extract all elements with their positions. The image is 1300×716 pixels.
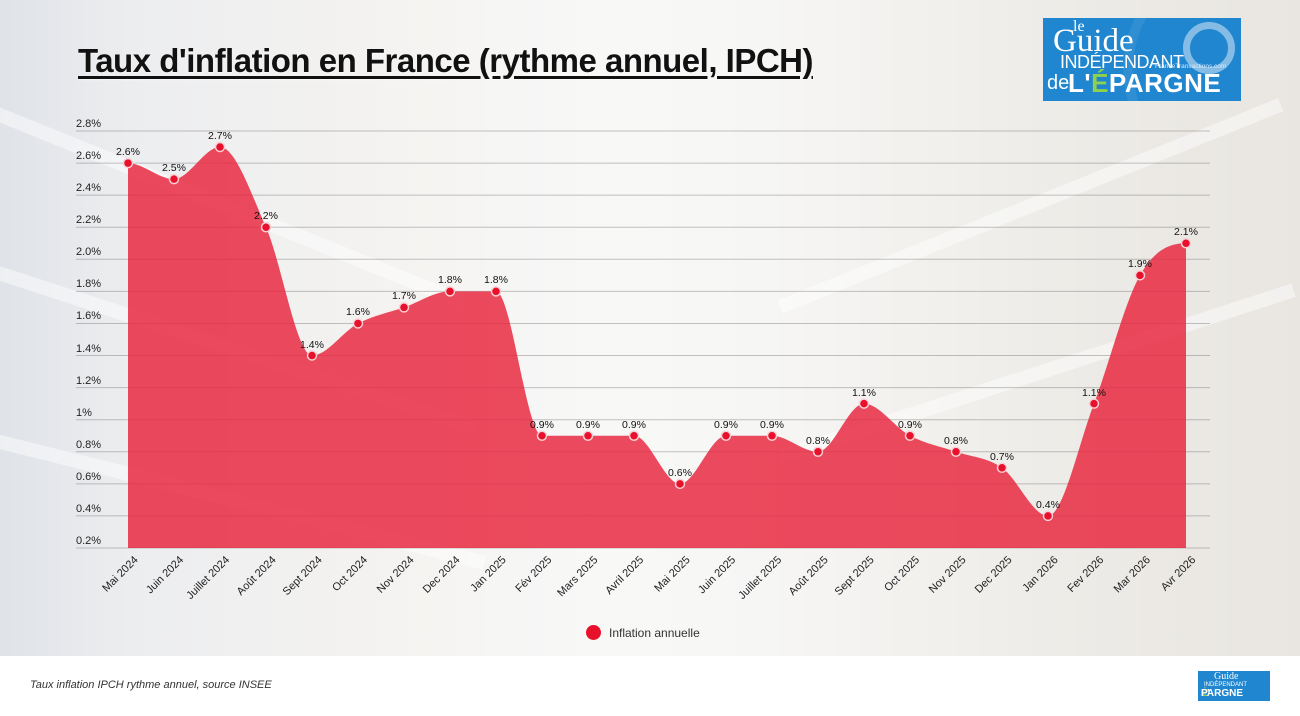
data-label: 2.2%	[254, 210, 278, 223]
chart-plot	[76, 130, 1210, 549]
y-axis-tick-label: 0.8%	[76, 438, 102, 451]
data-point[interactable]	[1134, 270, 1146, 281]
data-label: 0.8%	[944, 434, 968, 447]
data-point[interactable]	[1180, 238, 1192, 249]
data-label: 0.9%	[714, 418, 738, 431]
legend-label: Inflation annuelle	[609, 625, 700, 640]
data-point[interactable]	[858, 398, 870, 409]
data-point[interactable]	[766, 430, 778, 441]
data-label: 1.8%	[484, 274, 508, 287]
data-label: 0.9%	[760, 418, 784, 431]
data-label: 0.9%	[576, 418, 600, 431]
mini-logo-epargne-accent: É	[1201, 688, 1208, 699]
footer-brand-logo[interactable]: Guide INDÉPENDANT L' É PARGNE	[1198, 671, 1270, 701]
y-axis-tick-label: 1.2%	[76, 374, 102, 387]
y-axis-tick-label: 2.2%	[76, 214, 102, 227]
data-point[interactable]	[398, 302, 410, 313]
data-point[interactable]	[352, 318, 364, 329]
data-point[interactable]	[306, 350, 318, 361]
data-point[interactable]	[720, 430, 732, 441]
mini-logo-epargne-prefix: L'	[1201, 688, 1210, 699]
data-point[interactable]	[444, 286, 456, 297]
data-label: 0.7%	[990, 450, 1014, 463]
legend-dot-icon	[586, 625, 601, 640]
y-axis-tick-label: 1.8%	[76, 278, 102, 291]
inflation-area	[128, 147, 1186, 549]
data-label: 1.7%	[392, 290, 416, 303]
data-label: 1.1%	[1082, 386, 1106, 399]
brand-logo[interactable]: le Guide INDÉPENDANT FranceTransactions.…	[1043, 18, 1241, 101]
data-label: 2.7%	[208, 130, 232, 143]
y-axis-tick-label: 1.4%	[76, 342, 102, 355]
logo-de: de	[1047, 72, 1070, 94]
mini-logo-independant: INDÉPENDANT	[1204, 682, 1248, 688]
logo-site: FranceTransactions.com	[1155, 63, 1227, 70]
data-point[interactable]	[214, 141, 226, 153]
logo-epargne-rest: PARGNE	[1108, 68, 1222, 98]
chart-legend[interactable]: Inflation annuelle	[586, 625, 700, 640]
data-point[interactable]	[536, 430, 548, 441]
data-point[interactable]	[168, 173, 180, 185]
data-label: 0.4%	[1036, 498, 1060, 511]
data-point[interactable]	[950, 446, 962, 458]
mini-logo-epargne-rest: PARGNE	[1201, 688, 1244, 699]
data-point[interactable]	[996, 462, 1008, 474]
data-label: 0.8%	[806, 434, 830, 447]
data-label: 1.4%	[300, 338, 324, 351]
y-axis-tick-label: 1.6%	[76, 310, 102, 323]
y-axis-tick-label: 0.4%	[76, 502, 102, 515]
logo-epargne-prefix: L'	[1068, 68, 1092, 98]
inflation-area-chart: 0.2% 0.4% 0.6% 0.8% 1% 1.2% 1.4% 1.6% 1.8% 2.0% 2.…	[76, 118, 1210, 602]
data-point[interactable]	[1088, 398, 1100, 409]
logo-epargne: L'ÉPARGNE	[1068, 68, 1221, 99]
data-label: 1.1%	[852, 386, 876, 399]
data-point[interactable]	[122, 157, 134, 169]
mini-logo-guide: Guide	[1214, 671, 1239, 682]
data-point[interactable]	[812, 446, 824, 458]
logo-le: le	[1073, 18, 1085, 35]
data-label: 1.8%	[438, 274, 462, 287]
y-axis-tick-label: 2.8%	[76, 118, 102, 130]
data-label: 2.6%	[116, 146, 140, 159]
y-axis-tick-label: 2.4%	[76, 182, 102, 195]
page-title: Taux d'inflation en France (rythme annue…	[78, 42, 814, 79]
y-axis-tick-label: 2.0%	[76, 246, 102, 259]
data-label: 2.5%	[162, 162, 186, 175]
logo-guide: Guide	[1053, 23, 1134, 59]
y-axis-tick-label: 0.6%	[76, 470, 102, 483]
y-axis-tick-label: 1%	[76, 406, 92, 419]
data-label: 1.6%	[346, 306, 370, 319]
data-point[interactable]	[904, 430, 916, 441]
logo-ring-icon	[1183, 22, 1235, 74]
data-point[interactable]	[582, 430, 594, 441]
source-caption: Taux inflation IPCH rythme annuel, sourc…	[30, 679, 272, 691]
data-point[interactable]	[628, 430, 640, 441]
y-axis-tick-label: 0.2%	[76, 535, 102, 547]
data-label: 0.9%	[622, 418, 646, 431]
data-label: 1.9%	[1128, 258, 1152, 271]
data-label: 0.9%	[898, 418, 922, 431]
data-label: 2.1%	[1174, 226, 1198, 239]
data-point[interactable]	[260, 221, 272, 233]
data-point[interactable]	[674, 478, 686, 490]
data-point[interactable]	[490, 286, 502, 297]
y-axis-tick-label: 2.6%	[76, 150, 102, 163]
logo-epargne-accent: É	[1091, 68, 1109, 98]
logo-arc-decoration	[1123, 18, 1241, 101]
data-label: 0.6%	[668, 466, 692, 479]
data-label: 0.9%	[530, 418, 554, 431]
logo-independant: INDÉPENDANT	[1060, 52, 1184, 72]
data-point[interactable]	[1042, 510, 1054, 522]
